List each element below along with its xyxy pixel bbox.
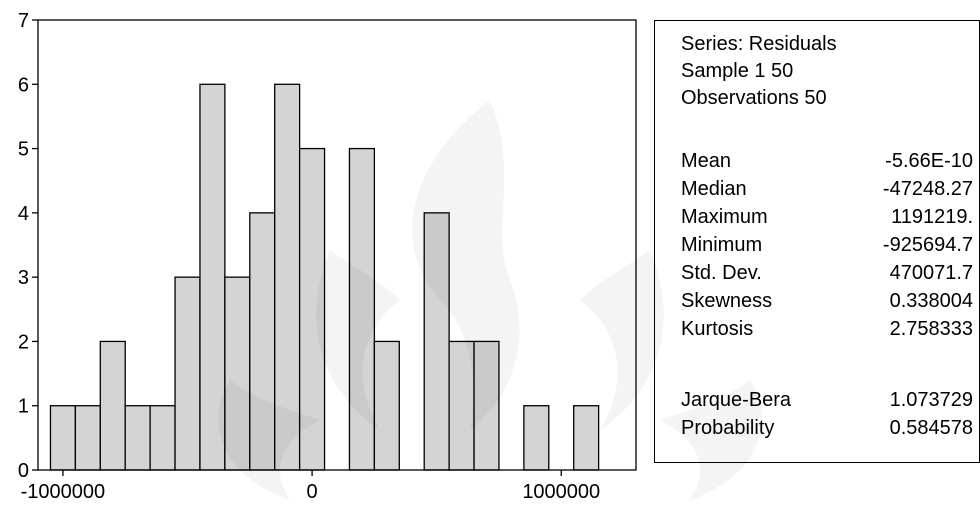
y-tick-label: 7 [18, 10, 29, 32]
histogram-bar [348, 147, 376, 471]
histogram-bar [174, 276, 201, 471]
y-tick-label: 4 [18, 203, 29, 225]
y-tick-label: 0 [18, 460, 29, 482]
y-tick-label: 3 [18, 267, 29, 289]
stat-row-std-dev: Std. Dev. 470071.7 [681, 261, 973, 285]
histogram-bar [274, 83, 301, 471]
stat-row-skewness: Skewness 0.338004 [681, 289, 973, 313]
stat-value: 1.073729 [889, 389, 973, 411]
stat-row-jarque-bera: Jarque-Bera 1.073729 [681, 388, 973, 412]
y-tick-label: 5 [18, 139, 29, 161]
stat-row-maximum: Maximum 1191219. [681, 205, 973, 229]
stat-label: Median [681, 178, 747, 200]
histogram-bar [298, 147, 326, 471]
histogram-bar [373, 340, 400, 471]
stat-value: 0.584578 [889, 417, 973, 439]
x-tick-label: -1000000 [21, 481, 106, 503]
sample-range: Sample 1 50 [681, 60, 794, 82]
stat-value: 1191219. [891, 206, 973, 228]
histogram-bar [49, 405, 77, 471]
stat-value: 470071.7 [889, 262, 973, 284]
stat-row-probability: Probability 0.584578 [681, 416, 973, 440]
histogram-bar [74, 405, 101, 471]
stat-value: -925694.7 [882, 234, 973, 256]
stat-row-median: Median -47248.27 [681, 177, 973, 201]
histogram-bar [149, 405, 176, 471]
stat-label: Mean [681, 150, 732, 172]
y-tick-label: 6 [18, 74, 29, 96]
histogram-bar [249, 212, 276, 471]
plot-frame [37, 19, 637, 471]
histogram-bar [199, 83, 226, 471]
histogram-bar [99, 340, 126, 471]
stat-value: -5.66E-10 [885, 150, 973, 172]
stat-label: Maximum [681, 206, 768, 228]
y-tick-label: 2 [18, 331, 29, 353]
x-tick-label: 1000000 [522, 481, 600, 503]
x-tick-label: 0 [307, 481, 318, 503]
stats-panel: Series: Residuals Sample 1 50 Observatio… [654, 20, 980, 463]
histogram-bar [224, 276, 251, 471]
y-tick-label: 1 [18, 396, 29, 418]
observations-count: Observations 50 [681, 87, 827, 109]
histogram-bar [448, 340, 475, 471]
stat-row-kurtosis: Kurtosis 2.758333 [681, 317, 973, 341]
stat-row-mean: Mean -5.66E-10 [681, 149, 973, 173]
stat-label: Std. Dev. [681, 262, 762, 284]
series-name: Series: Residuals [681, 33, 837, 55]
histogram-bar [124, 405, 151, 471]
stat-row-minimum: Minimum -925694.7 [681, 233, 973, 257]
stat-label: Skewness [681, 290, 773, 312]
stat-value: 0.338004 [889, 290, 973, 312]
stat-value: 2.758333 [889, 318, 973, 340]
stat-label: Jarque-Bera [681, 389, 792, 411]
histogram-bar [423, 212, 450, 471]
stat-label: Probability [681, 417, 775, 439]
stat-label: Kurtosis [681, 318, 754, 340]
stat-value: -47248.27 [882, 178, 973, 200]
histogram-bar [573, 405, 600, 471]
stat-label: Minimum [681, 234, 763, 256]
histogram-bar [473, 340, 500, 471]
histogram-bar [523, 405, 550, 471]
